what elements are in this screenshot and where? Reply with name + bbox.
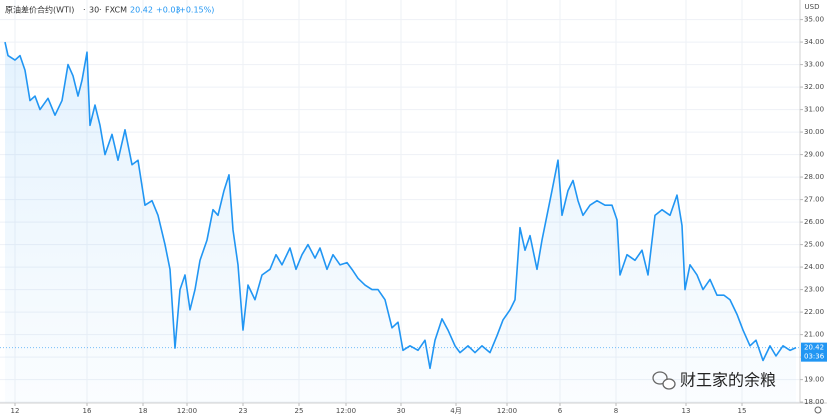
x-tick-label: 8 <box>614 407 618 415</box>
watermark-text: 财王家的余粮 <box>680 371 776 390</box>
x-tick-label: 23 <box>239 407 248 415</box>
y-tick-label: 34.00 <box>804 38 824 46</box>
y-tick-label: 27.00 <box>804 196 824 204</box>
y-tick-label: 28.00 <box>804 173 824 181</box>
area-fill <box>5 42 796 404</box>
y-tick-label: 18.00 <box>804 398 824 406</box>
y-tick-label: 32.00 <box>804 83 824 91</box>
y-tick-label: 25.00 <box>804 241 824 249</box>
y-tick-label: 22.00 <box>804 308 824 316</box>
x-tick-label: 18 <box>139 407 148 415</box>
axes: 18.0019.0020.0021.0022.0023.0024.0025.00… <box>11 16 827 415</box>
x-tick-label: 4月 <box>450 407 461 415</box>
x-tick-label: 12:00 <box>177 407 197 415</box>
wechat-icon <box>652 371 668 385</box>
watermark: 财王家的余粮 <box>652 371 776 390</box>
x-tick-label: 12 <box>11 407 20 415</box>
y-tick-label: 31.00 <box>804 106 824 114</box>
price-line <box>4 41 797 370</box>
symbol: 原油差价合约(WTI) <box>5 5 74 15</box>
y-tick-label: 21.00 <box>804 331 824 339</box>
separator: · <box>83 6 86 15</box>
y-tick-label: 33.00 <box>804 61 824 69</box>
wechat-icon <box>662 378 676 390</box>
price-tag <box>801 342 827 362</box>
plot <box>0 41 800 404</box>
x-tick-label: 30 <box>397 407 406 415</box>
interval: 30 <box>89 6 99 15</box>
y-tick-label: 35.00 <box>804 16 824 24</box>
x-tick-label: 6 <box>558 407 563 415</box>
separator: · <box>99 6 102 15</box>
x-tick-label: 25 <box>295 407 304 415</box>
change: +0.03 <box>156 6 181 15</box>
y-tick-label: 23.00 <box>804 286 824 294</box>
currency: USD <box>805 3 820 11</box>
countdown: 03:36 <box>804 353 825 361</box>
y-tick-label: 19.00 <box>804 376 824 384</box>
price: 20.42 <box>130 6 153 15</box>
settings-button[interactable] <box>814 406 822 414</box>
y-tick-label: 30.00 <box>804 128 824 136</box>
price-tag-label: 20.42 <box>804 344 824 352</box>
y-tick-label: 29.00 <box>804 151 824 159</box>
x-tick-label: 13 <box>682 407 691 415</box>
exchange: FXCM <box>105 6 127 15</box>
y-tick-label: 24.00 <box>804 263 824 271</box>
x-tick-label: 15 <box>738 407 747 415</box>
x-tick-label: 16 <box>83 407 92 415</box>
x-tick-label: 12:00 <box>336 407 356 415</box>
change-pct: (+0.15%) <box>176 6 214 15</box>
legend: 原油差价合约(WTI) · 30 · FXCM 20.42 +0.03 (+0.… <box>5 5 214 15</box>
y-tick-label: 26.00 <box>804 218 824 226</box>
x-tick-label: 12:00 <box>497 407 517 415</box>
